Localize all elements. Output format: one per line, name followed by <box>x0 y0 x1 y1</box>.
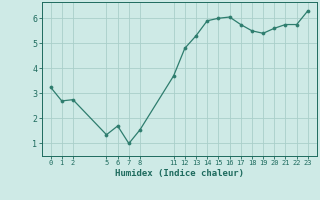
X-axis label: Humidex (Indice chaleur): Humidex (Indice chaleur) <box>115 169 244 178</box>
